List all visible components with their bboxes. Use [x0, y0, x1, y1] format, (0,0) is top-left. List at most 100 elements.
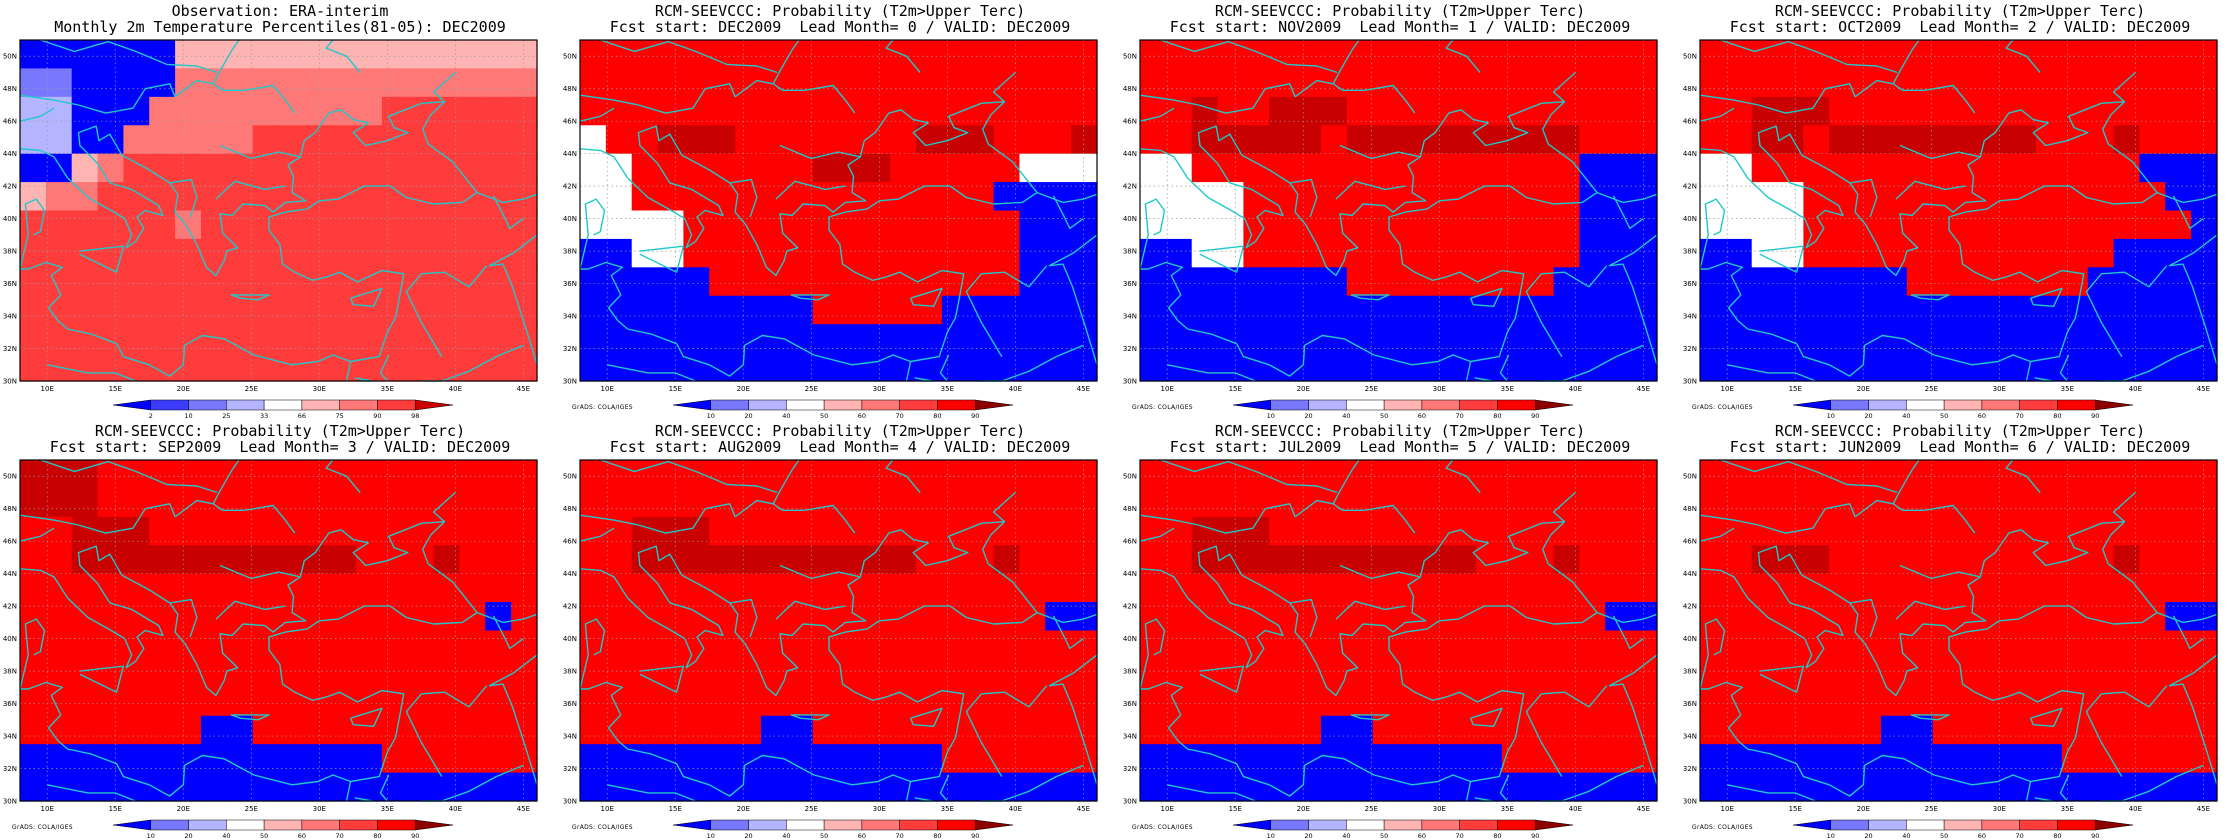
grid-cell — [760, 182, 788, 212]
grid-cell — [786, 658, 814, 688]
grid-cell — [864, 715, 891, 745]
grid-cell — [1501, 772, 1529, 802]
grid-cell — [1045, 687, 1072, 717]
observation-panel: Observation: ERA-interim Monthly 2m Temp… — [0, 0, 560, 420]
grid-cell — [1751, 295, 1779, 325]
colorbar-label: 80 — [933, 832, 941, 840]
y-tick-label: 32N — [1123, 345, 1137, 353]
grid-cell — [2087, 573, 2115, 603]
grid-cell — [2036, 630, 2063, 660]
colorbar-label: 20 — [1864, 832, 1872, 840]
grid-cell — [2191, 573, 2218, 603]
grid-cell — [1803, 68, 1830, 98]
grid-cell — [1372, 460, 1400, 490]
grid-cell — [123, 267, 150, 297]
grid-cell — [2165, 658, 2192, 688]
x-tick-label: 20E — [737, 805, 750, 813]
grid-cell — [580, 68, 607, 98]
grid-cell — [123, 744, 150, 774]
colorbar-label: 50 — [260, 832, 268, 840]
grid-cell — [1243, 488, 1270, 518]
grid-cell — [1579, 238, 1606, 268]
y-tick-label: 50N — [3, 473, 17, 481]
grid-cell — [709, 182, 736, 212]
grid-cell — [735, 772, 762, 802]
grid-cell — [735, 545, 762, 575]
grid-cell — [1346, 744, 1374, 774]
grid-cell — [1855, 630, 1882, 660]
grid-cell — [760, 573, 788, 603]
grid-cell — [97, 182, 124, 212]
coastline — [1699, 100, 2158, 377]
grid-cell — [433, 658, 461, 688]
grid-cell — [2139, 460, 2166, 490]
grid-cell — [1424, 715, 1451, 745]
colorbar-label: 10 — [1267, 412, 1275, 420]
grid-cell — [330, 573, 357, 603]
grid-cell — [1320, 40, 1348, 70]
grid-cell — [786, 352, 814, 382]
colorbar-swatch — [2057, 819, 2096, 831]
grid-cell — [1269, 658, 1296, 688]
grid-cell — [1295, 295, 1322, 325]
grid-cell — [916, 630, 943, 660]
grid-cell — [1777, 153, 1804, 183]
grid-cell — [1476, 715, 1503, 745]
x-tick-label: 35E — [2061, 385, 2074, 393]
grid-cell — [1527, 210, 1555, 240]
grid-cell — [1372, 125, 1400, 155]
grid-cell — [1880, 210, 1908, 240]
grid-cell — [511, 153, 538, 183]
grid-cell — [511, 573, 538, 603]
colorbar-swatch — [710, 399, 749, 411]
grid-cell — [890, 125, 917, 155]
grid-cell — [2087, 125, 2115, 155]
grid-cell — [1700, 460, 1727, 490]
x-tick-label: 20E — [1857, 805, 1870, 813]
grid-cell — [123, 125, 150, 155]
grid-cell — [890, 210, 917, 240]
grid-cell — [735, 488, 762, 518]
coastline — [215, 180, 286, 200]
grid-cell — [1700, 516, 1727, 546]
grid-cell — [381, 658, 409, 688]
grid-cell — [631, 324, 659, 354]
grid-cell — [2165, 125, 2192, 155]
grid-cell — [97, 715, 124, 745]
grid-cell — [1217, 68, 1244, 98]
grid-cell — [1579, 772, 1606, 802]
grid-cell — [45, 545, 73, 575]
grid-cell — [278, 267, 305, 297]
grid-cell — [1958, 545, 1985, 575]
grid-cell — [683, 125, 710, 155]
grid-cell — [1932, 460, 1960, 490]
colorbar-swatch — [823, 399, 863, 411]
colorbar-label: 66 — [298, 412, 306, 420]
grid-cell — [1700, 352, 1727, 382]
grid-cell — [1958, 687, 1985, 717]
grid-cell — [683, 182, 710, 212]
grid-cell — [2061, 715, 2089, 745]
grid-cell — [735, 630, 762, 660]
grid-cell — [433, 488, 461, 518]
grid-cell — [1295, 488, 1322, 518]
grid-cell — [330, 238, 357, 268]
grid-cell — [1501, 488, 1529, 518]
grid-cell — [1553, 658, 1581, 688]
grid-cell — [812, 238, 840, 268]
grid-cell — [1476, 460, 1503, 490]
grid-cell — [1071, 295, 1098, 325]
map-frame — [579, 39, 1098, 382]
grid-cell — [407, 267, 435, 297]
grid-cell — [1751, 772, 1779, 802]
grid-cell — [1906, 238, 1934, 268]
grid-cell — [1932, 658, 1960, 688]
grid-cell — [2036, 238, 2063, 268]
grid-cell — [2036, 182, 2063, 212]
grid-cell — [485, 125, 512, 155]
grid-cell — [20, 96, 47, 126]
grid-cell — [1295, 238, 1322, 268]
colorbar-label: 10 — [1267, 832, 1275, 840]
grid-cell — [71, 210, 99, 240]
grid-cell — [407, 182, 435, 212]
